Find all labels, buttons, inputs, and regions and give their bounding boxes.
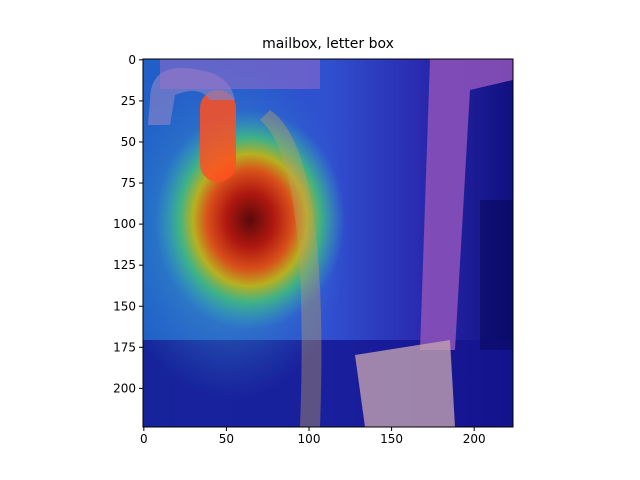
x-tick-label: 100 (298, 432, 321, 446)
x-tick-label: 150 (380, 432, 403, 446)
y-tick-label: 50 (121, 135, 136, 149)
y-tick-label: 200 (113, 381, 136, 395)
chart-title: mailbox, letter box (262, 36, 394, 52)
y-tick-label: 75 (121, 176, 136, 190)
image (143, 59, 513, 427)
y-tick-label: 175 (113, 340, 136, 354)
x-tick-label: 200 (463, 432, 486, 446)
y-tick-label: 125 (113, 258, 136, 272)
x-tick-label: 50 (219, 432, 234, 446)
y-tick-label: 100 (113, 217, 136, 231)
y-tick-label: 25 (121, 94, 136, 108)
y-tick-label: 0 (128, 53, 136, 67)
x-tick-label: 0 (140, 432, 148, 446)
axes-frame (142, 58, 514, 428)
y-tick-label: 150 (113, 299, 136, 313)
